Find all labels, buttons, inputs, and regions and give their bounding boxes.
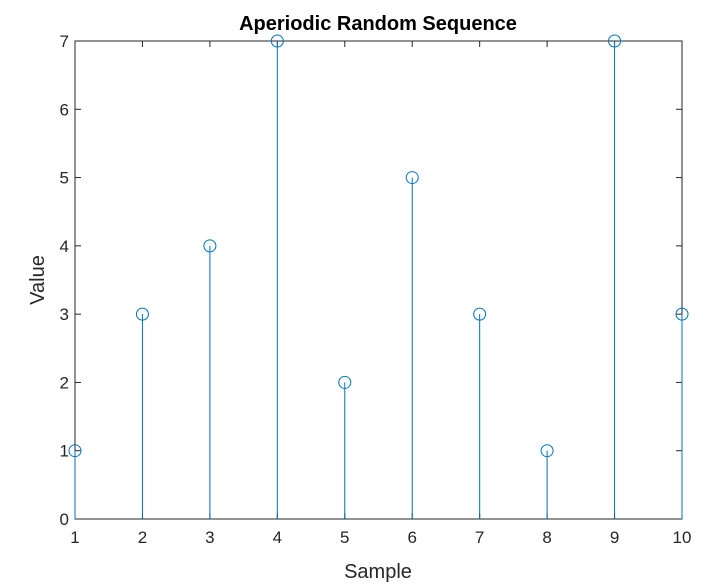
x-tick-label: 10 <box>673 528 692 547</box>
data-stems <box>74 41 683 519</box>
x-tick-label: 2 <box>138 528 147 547</box>
x-tick-label: 8 <box>542 528 551 547</box>
y-tick-label: 2 <box>60 373 69 392</box>
y-tick-label: 0 <box>60 510 69 529</box>
x-tick-label: 4 <box>273 528 282 547</box>
stem-marker <box>540 444 554 458</box>
data-markers <box>68 34 689 458</box>
stem-marker <box>338 375 352 389</box>
plot-area <box>74 40 683 520</box>
x-tick-label: 5 <box>340 528 349 547</box>
stem-marker <box>608 34 622 48</box>
y-tick-label: 5 <box>60 169 69 188</box>
stem-marker <box>68 444 82 458</box>
y-axis-label: Value <box>27 255 49 305</box>
x-tick-label: 3 <box>205 528 214 547</box>
x-tick-label: 7 <box>475 528 484 547</box>
chart-title: Aperiodic Random Sequence <box>239 13 517 35</box>
y-tick-label: 4 <box>60 237 69 256</box>
stem-marker <box>135 307 149 321</box>
x-tick-label: 9 <box>610 528 619 547</box>
y-tick-label: 1 <box>60 442 69 461</box>
stem-marker <box>473 307 487 321</box>
stem-marker <box>675 307 689 321</box>
y-tick-label: 6 <box>60 100 69 119</box>
stem-marker <box>405 171 419 185</box>
y-tick-label: 7 <box>60 32 69 51</box>
x-axis-label: Sample <box>344 561 412 583</box>
stem-marker <box>203 239 217 253</box>
stem-marker <box>270 34 284 48</box>
y-tick-label: 3 <box>60 305 69 324</box>
x-tick-label: 1 <box>70 528 79 547</box>
x-tick-label: 6 <box>407 528 416 547</box>
